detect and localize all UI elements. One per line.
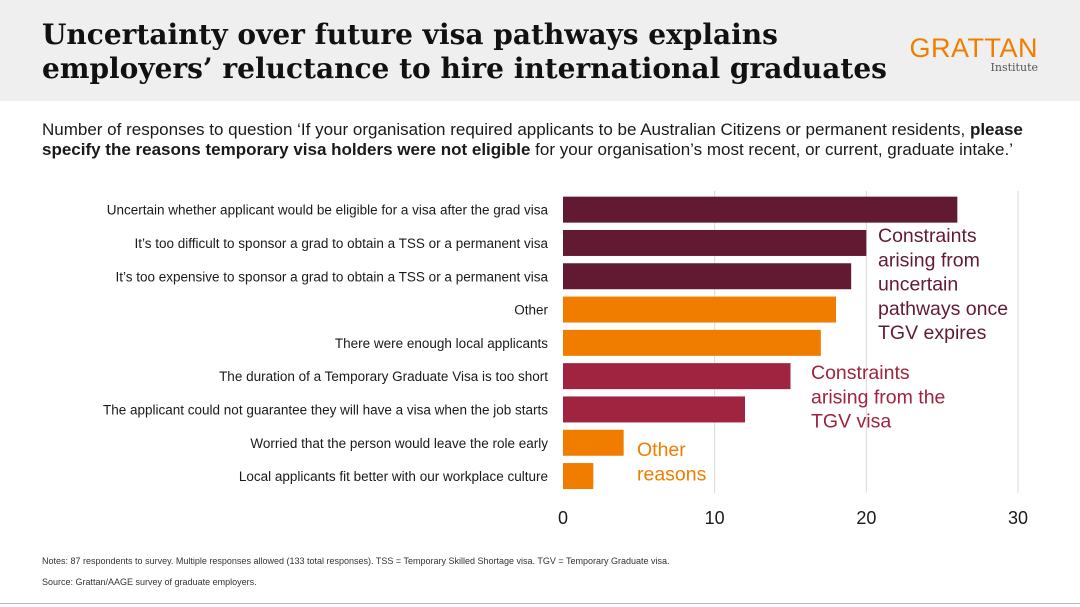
category-label: Worried that the person would leave the … — [250, 436, 548, 451]
annotation-label: arising from — [878, 249, 980, 271]
subtitle-part-2: for your organisation’s most recent, or … — [530, 140, 1013, 159]
bar — [563, 429, 624, 456]
category-label: It’s too expensive to sponsor a grad to … — [115, 269, 548, 284]
category-label: Other — [514, 303, 548, 318]
logo-subtext: Institute — [990, 61, 1038, 74]
annotation-label: TGV visa — [811, 411, 891, 433]
annotation-label: Other — [637, 439, 686, 461]
chart-notes: Notes: 87 respondents to survey. Multipl… — [42, 556, 670, 566]
annotation-label: pathways once — [878, 298, 1008, 320]
bottom-divider — [0, 603, 1080, 604]
bar — [563, 363, 791, 390]
grattan-logo: GRATTAN Institute — [910, 34, 1039, 74]
page-title: Uncertainty over future visa pathways ex… — [42, 18, 887, 85]
annotation-label: arising from the — [811, 386, 945, 408]
chart-source: Source: Grattan/AAGE survey of graduate … — [42, 577, 257, 587]
chart-subtitle: Number of responses to question ‘If your… — [42, 120, 1042, 160]
x-tick-label: 10 — [705, 508, 725, 528]
annotation-label: TGV expires — [878, 322, 987, 344]
bar — [563, 263, 852, 290]
category-label: The duration of a Temporary Graduate Vis… — [219, 369, 548, 384]
subtitle-part-1: Number of responses to question ‘If your… — [42, 120, 970, 139]
x-tick-label: 0 — [558, 508, 568, 528]
bar — [563, 229, 867, 256]
annotation-label: uncertain — [878, 274, 958, 296]
header-band — [0, 0, 1080, 101]
annotation-label: Constraints — [811, 362, 910, 384]
x-tick-label: 20 — [856, 508, 876, 528]
category-label: It’s too difficult to sponsor a grad to … — [135, 236, 549, 251]
category-label: There were enough local applicants — [335, 336, 548, 351]
bar — [563, 196, 958, 223]
category-label: Local applicants fit better with our wor… — [239, 469, 548, 484]
annotation-label: Constraints — [878, 225, 977, 247]
x-tick-label: 30 — [1008, 508, 1028, 528]
bar — [563, 463, 594, 490]
subtitle-bold: please specify the reasons temporary vis… — [42, 120, 1023, 159]
annotation-label: reasons — [637, 463, 707, 485]
bar — [563, 396, 745, 423]
logo-wordmark: GRATTAN — [909, 33, 1038, 63]
category-label: Uncertain whether applicant would be eli… — [107, 203, 549, 218]
bar — [563, 296, 836, 323]
category-label: The applicant could not guarantee they w… — [103, 402, 548, 417]
bar — [563, 329, 821, 356]
